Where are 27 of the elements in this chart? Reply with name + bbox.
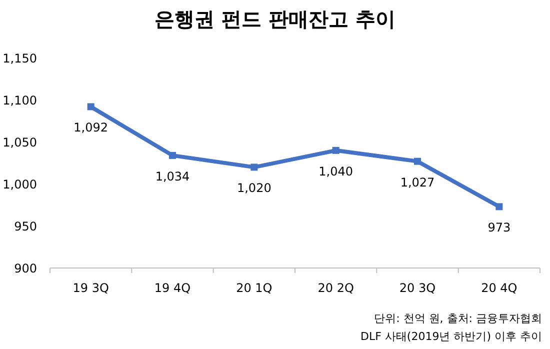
chart-title: 은행권 펀드 판매잔고 추이 [154, 7, 396, 31]
data-label: 1,040 [318, 164, 354, 178]
y-tick-label: 1,150 [2, 52, 37, 66]
data-label: 1,020 [236, 181, 272, 196]
x-tick-label: 20 3Q [399, 281, 436, 295]
point [496, 203, 503, 210]
x-tick-label: 20 1Q [236, 281, 272, 295]
y-tick-label: 900 [14, 262, 37, 276]
point [250, 164, 258, 171]
y-tick-label: 950 [14, 220, 37, 234]
data-label: 1,027 [400, 175, 435, 190]
point [414, 158, 421, 165]
x-tick-label: 19 4Q [154, 281, 191, 295]
text: 단위: 천억 원, 출처: 금융투자협회 [374, 312, 542, 325]
data-label: 973 [488, 220, 511, 235]
point [87, 103, 94, 110]
y-tick-label: 1,000 [2, 178, 37, 192]
point [332, 146, 340, 154]
data-label: 1,092 [74, 120, 108, 135]
point [169, 152, 176, 159]
data-label: 1,034 [155, 169, 190, 184]
y-tick-label: 1,100 [2, 94, 37, 108]
y-tick-label: 1,050 [2, 136, 37, 150]
x-tick-label: 20 2Q [318, 281, 354, 295]
text: DLF 사태(2019년 하반기) 이후 추이 [360, 330, 542, 343]
x-tick-label: 20 4Q [481, 281, 518, 295]
x-tick-label: 19 3Q [72, 281, 109, 295]
